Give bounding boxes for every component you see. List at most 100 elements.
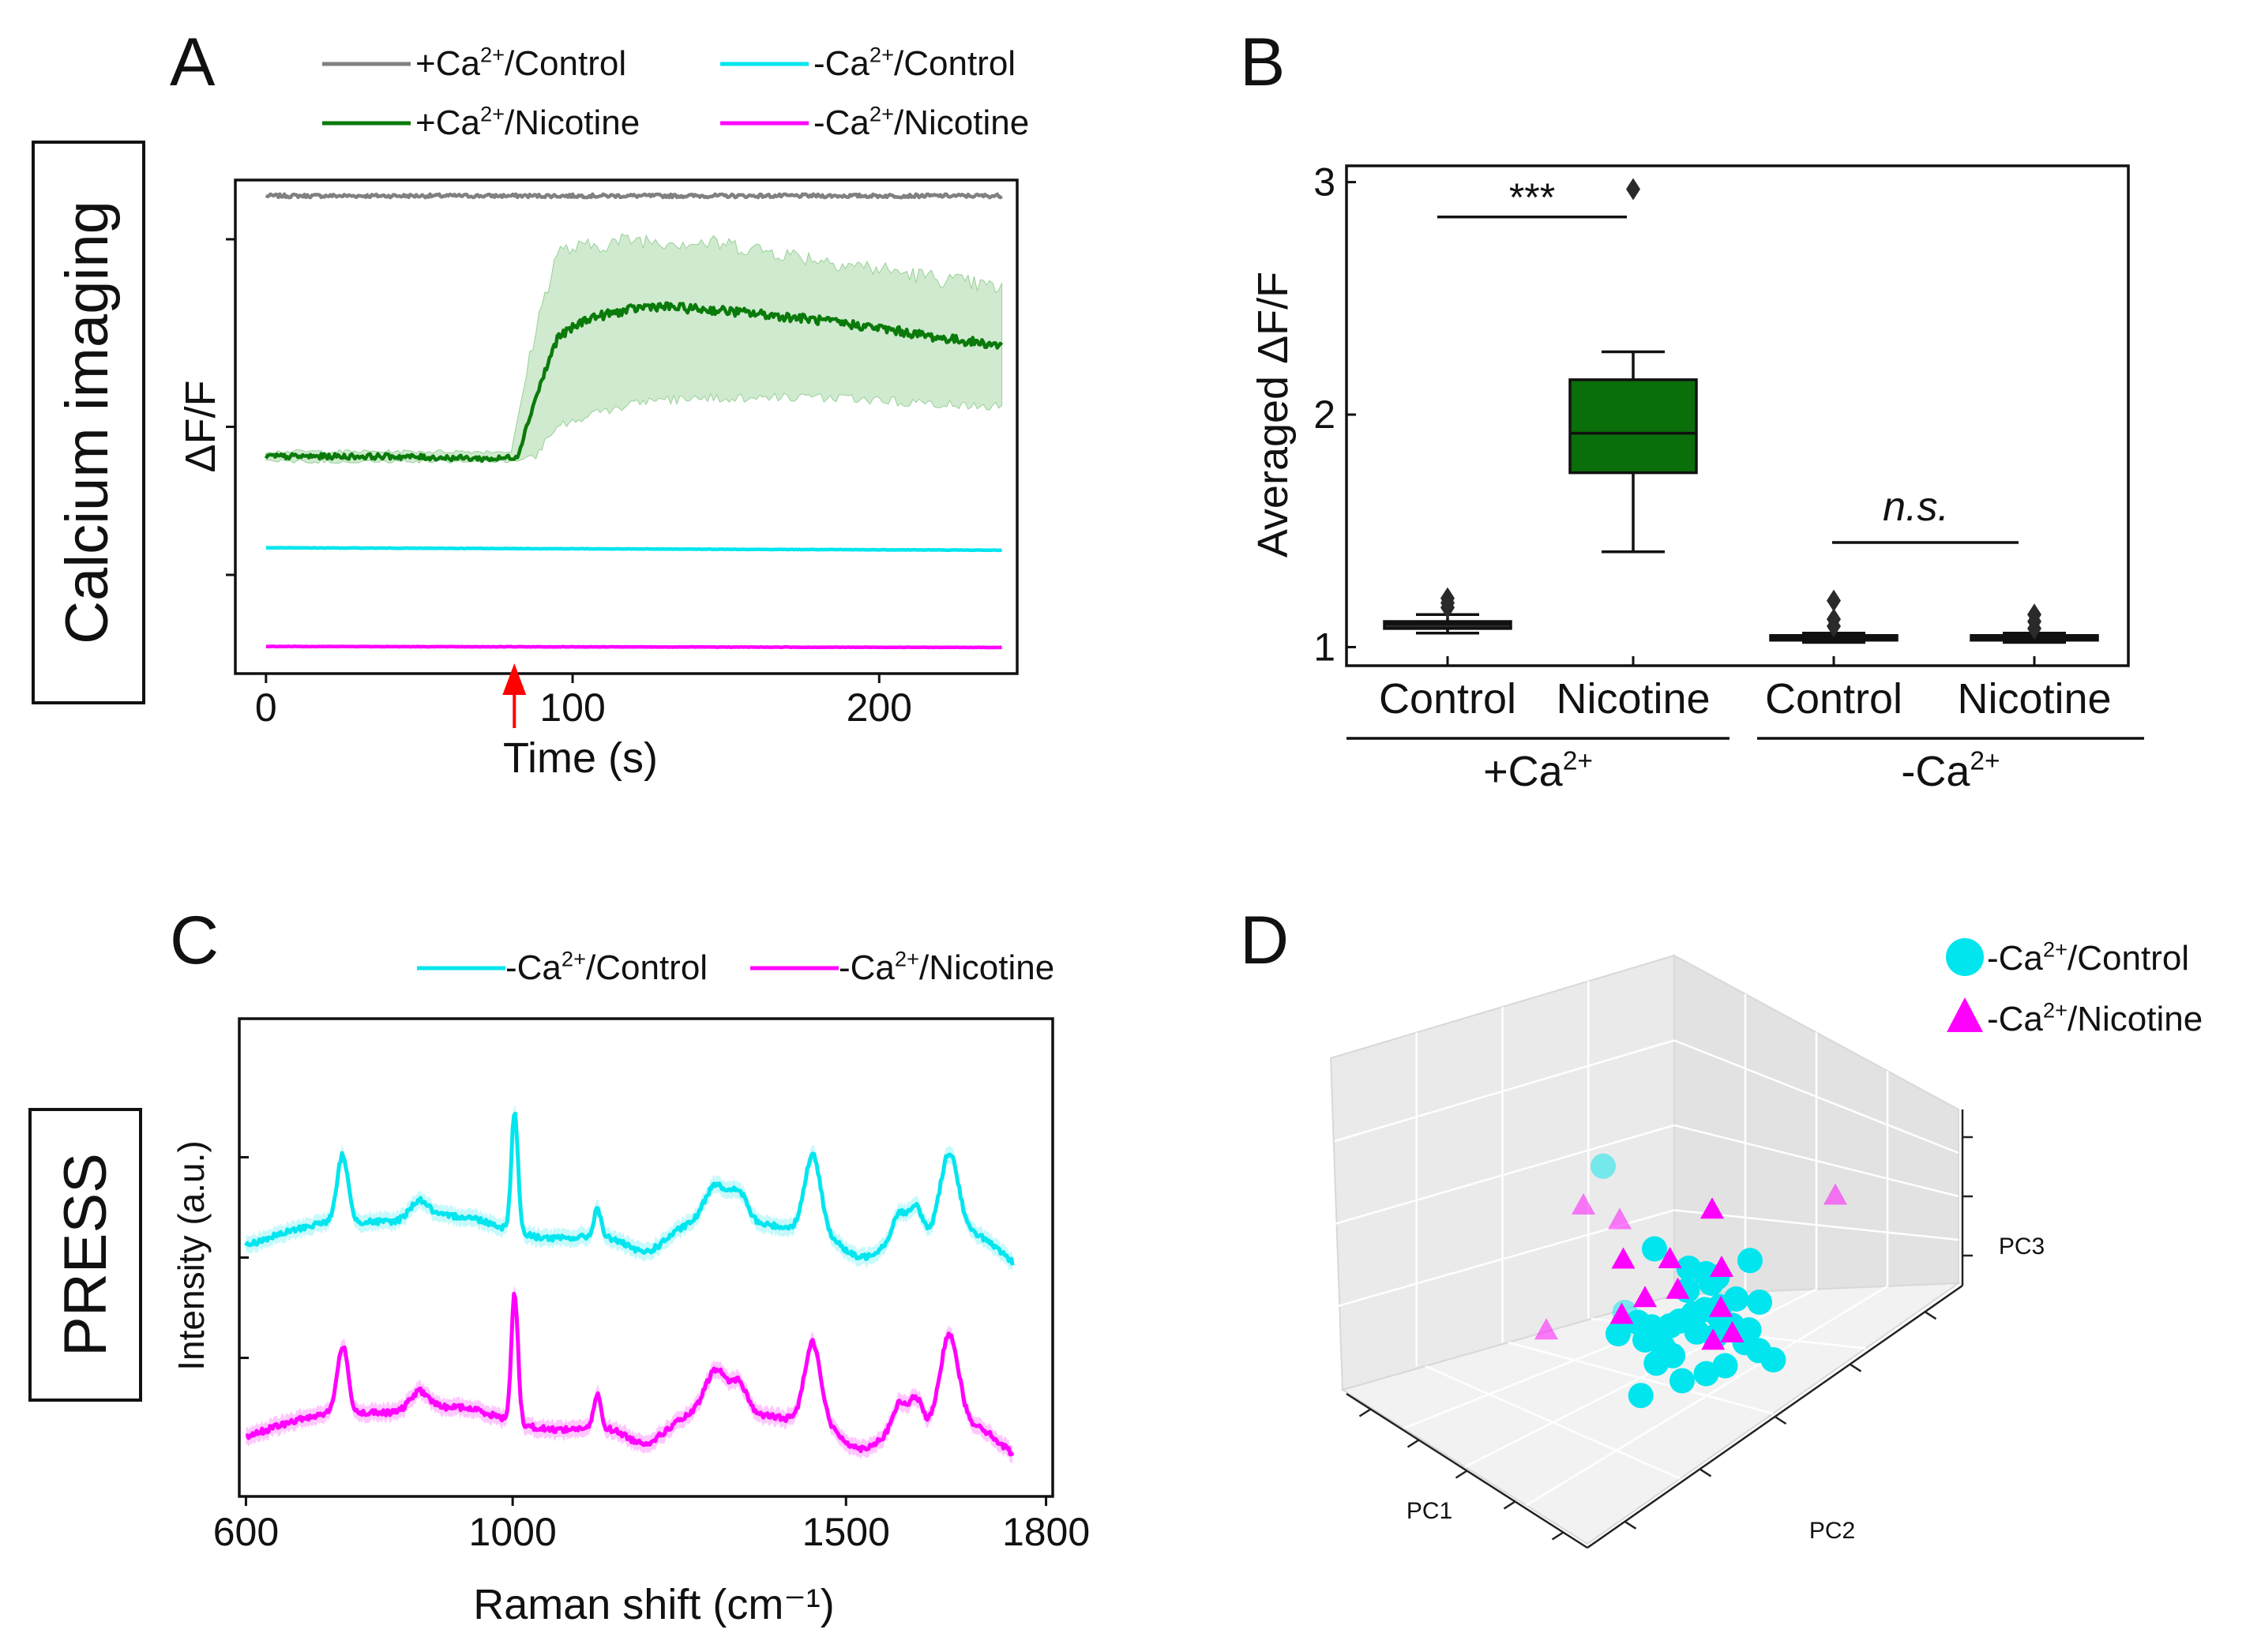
panel-b-category-1: Nicotine [1556, 675, 1710, 723]
panel-c-legend-label-1-post: /Nicotine [919, 948, 1054, 987]
panel-d-tick-pc1-1 [1407, 1439, 1420, 1448]
panel-a-legend-label-3-post: /Nicotine [894, 103, 1029, 142]
panel-a-legend-label-0: +Ca2+/Control [415, 42, 626, 83]
panel-b-ytick-label-2: 3 [1313, 160, 1335, 205]
panel-c-legend-label-0-pre: -Ca [505, 948, 561, 987]
panel-d-grid-floor-b-2 [1508, 1341, 1774, 1415]
side-label-press: PRESS [28, 1108, 142, 1402]
panel-d-grid-right-h-2 [1673, 1124, 1959, 1198]
panel-a-legend-label-2-sup: 2+ [480, 101, 505, 126]
panel-b-outlier-3-2 [2027, 603, 2041, 626]
panel-d-legend-label-0-pre: -Ca [1987, 939, 2043, 978]
panel-c-legend-label-0-sup: 2+ [561, 946, 586, 971]
panel-c-legend-label-1-pre: -Ca [839, 948, 895, 987]
panel-c-xtick-label-1: 1000 [469, 1510, 557, 1554]
panel-d-axis-label-pc2: PC2 [1809, 1518, 1855, 1544]
panel-b-sig-label-0: *** [1509, 175, 1555, 220]
panel-d-point-nicotine-7 [1710, 1256, 1733, 1277]
panel-d-letter: D [1240, 903, 1289, 978]
panel-c-xtick-label-2: 1500 [802, 1510, 890, 1554]
panel-a-legend-label-3-sup: 2+ [869, 101, 894, 126]
panel-b-ytick-label-1: 2 [1313, 392, 1335, 437]
panel-a-legend-label-0-pre: +Ca [415, 44, 480, 83]
panel-d-point-control-20 [1693, 1361, 1719, 1387]
panel-a-legend-label-3-pre: -Ca [813, 103, 869, 142]
panel-b-sig-label-1: n.s. [1883, 484, 1949, 530]
panel-c-legend-label-0-post: /Control [586, 948, 708, 987]
panel-c-letter: C [170, 903, 219, 978]
panel-d-tick-pc1-3 [1503, 1500, 1516, 1510]
panel-b-group-label-0-pre: +Ca [1483, 748, 1564, 795]
panel-b-group-label-1-sup: 2+ [1970, 746, 2000, 775]
panel-a-xlabel: Time (s) [503, 734, 658, 782]
panel-c-series-1 [245, 1291, 1015, 1457]
panel-a-legend-label-2-post: /Nicotine [505, 103, 640, 142]
panel-d-tick-pc2-2 [1774, 1415, 1787, 1425]
panel-a-series-2 [265, 546, 1002, 553]
panel-d-point-control-27 [1606, 1321, 1631, 1346]
panel-d-point-control-0 [1591, 1153, 1616, 1179]
panel-d-point-control-33 [1628, 1383, 1654, 1409]
panel-a-xtick-label-0: 0 [255, 685, 277, 730]
panel-c-legend-label-1: -Ca2+/Nicotine [839, 946, 1054, 987]
panel-a-series-1 [264, 301, 1004, 464]
panel-d-legend-label-1: -Ca2+/Nicotine [1987, 997, 2203, 1038]
panel-d-tick-pc2-4 [1924, 1311, 1937, 1320]
panel-a-arrow-head [502, 663, 527, 695]
panel-d-point-nicotine-9 [1666, 1277, 1690, 1299]
panel-d-point-nicotine-6 [1658, 1247, 1682, 1268]
panel-d-legend-marker-0 [1946, 938, 1984, 976]
panel-d-point-nicotine-4 [1700, 1197, 1724, 1219]
panel-c: C -Ca2+/Control -Ca2+/Nicotine 600 1000 150… [170, 903, 1090, 1628]
panel-a-legend: +Ca2+/Control -Ca2+/Control+Ca2+/Nicotine… [322, 42, 1029, 142]
panel-d-tick-pc2-0 [1624, 1520, 1637, 1530]
panel-c-ylabel: Intensity (a.u.) [171, 1140, 212, 1370]
panel-a-legend-label-0-sup: 2+ [480, 42, 505, 66]
panel-d-point-nicotine-8 [1633, 1286, 1657, 1308]
panel-d-legend-label-1-post: /Nicotine [2068, 1000, 2203, 1038]
panel-b-category-0: Control [1379, 675, 1516, 723]
panel-b-group-label-0-sup: 2+ [1563, 746, 1593, 775]
panel-b-category-3: Nicotine [1957, 675, 2111, 723]
panel-d-tick-pc2-3 [1849, 1363, 1862, 1372]
panel-a-series-3 [265, 644, 1002, 650]
panel-d-point-nicotine-5 [1823, 1183, 1847, 1205]
panel-c-legend: -Ca2+/Control -Ca2+/Nicotine [417, 946, 1054, 987]
panel-c-plot-area: 600 1000 1500 1800 [213, 1105, 1090, 1554]
panel-b-group-label-1: -Ca2+ [1901, 746, 2000, 795]
panel-b-letter: B [1240, 24, 1285, 100]
panel-d-point-control-26 [1642, 1236, 1667, 1262]
panel-a-legend-label-1-sup: 2+ [869, 42, 894, 66]
panel-a-legend-label-1-pre: -Ca [813, 44, 869, 83]
panel-d-point-control-21 [1712, 1353, 1738, 1379]
panel-b-category-2: Control [1765, 675, 1902, 723]
panel-a-plot-area: 0 100 200 [226, 192, 1004, 730]
panel-b-outlier-2-1 [1827, 608, 1841, 631]
panel-d-legend-label-1-pre: -Ca [1987, 1000, 2043, 1038]
panel-d-axis-label-pc3: PC3 [1999, 1233, 2045, 1260]
panel-d-grid-left-h-2 [1334, 1124, 1675, 1226]
panel-d-plot-area: PC1 PC2 PC3 [1329, 954, 2045, 1549]
panel-b-group-label-0: +Ca2+ [1483, 746, 1593, 795]
panel-d-legend-marker-1 [1947, 997, 1983, 1032]
panel-d-point-nicotine-10 [1709, 1295, 1733, 1317]
panel-d-point-control-28 [1632, 1327, 1658, 1353]
panel-a-xtick-label-2: 200 [847, 685, 912, 730]
panel-d-axis-label-pc1: PC1 [1407, 1498, 1452, 1524]
panel-a-legend-label-1: -Ca2+/Control [813, 42, 1016, 83]
panel-d-point-nicotine-1 [1608, 1207, 1632, 1230]
panel-d-grid-left-h-1 [1334, 1039, 1675, 1143]
panel-d-point-control-32 [1669, 1368, 1695, 1394]
panel-b-ylabel: Averaged ΔF/F [1249, 272, 1297, 558]
side-label-press-frame [28, 1108, 142, 1402]
panel-d-pane-floor [1340, 1282, 1962, 1545]
panel-d-tick-pc1-4 [1551, 1531, 1564, 1541]
panel-d-point-nicotine-12 [1701, 1328, 1726, 1350]
panel-a-legend-label-0-post: /Control [505, 44, 626, 83]
panel-a-xtick-label-1: 100 [539, 685, 605, 730]
panel-a-legend-label-2: +Ca2+/Nicotine [415, 101, 640, 142]
panel-d-point-nicotine-13 [1609, 1302, 1634, 1324]
